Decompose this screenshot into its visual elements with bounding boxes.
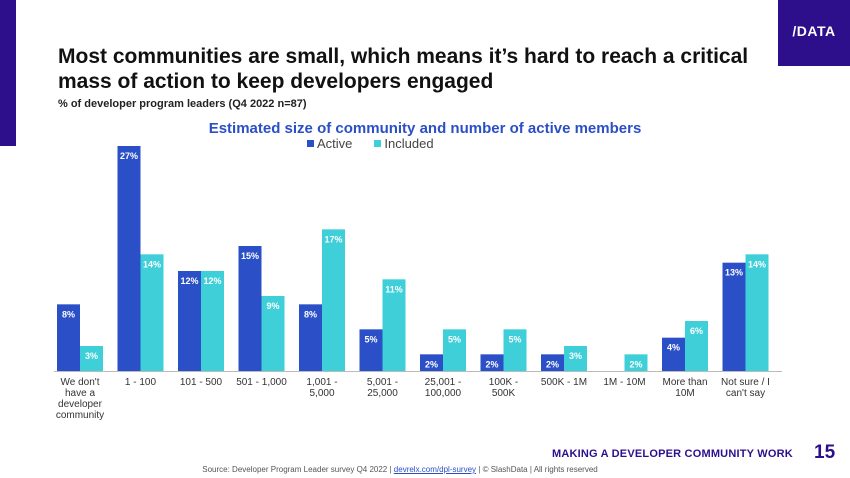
- bar-included-10: [685, 321, 708, 371]
- data-label-included-1: 14%: [143, 259, 161, 269]
- bar-active-11: [722, 262, 746, 371]
- footer-section-title: MAKING A DEVELOPER COMMUNITY WORK: [552, 448, 793, 460]
- data-label-included-7: 5%: [508, 334, 521, 344]
- category-label-1: 1 - 100: [125, 377, 157, 388]
- category-label-6: 100,000: [425, 388, 462, 399]
- data-label-included-3: 9%: [266, 301, 279, 311]
- data-label-included-9: 2%: [629, 359, 642, 369]
- bar-active-1: [117, 146, 141, 371]
- bar-included-11: [745, 254, 769, 371]
- left-accent-bar: [0, 0, 16, 146]
- data-label-included-2: 12%: [203, 276, 221, 286]
- category-label-10: More than: [662, 377, 707, 388]
- category-label-0: developer: [58, 399, 103, 410]
- legend-swatch-included: [374, 140, 382, 147]
- category-label-0: We don't: [61, 377, 100, 388]
- data-label-active-10: 4%: [667, 343, 680, 353]
- bar-active-7: [480, 354, 504, 371]
- bar-active-4: [299, 304, 322, 371]
- data-label-active-1: 27%: [120, 151, 138, 161]
- bar-included-6: [443, 329, 466, 371]
- data-label-active-3: 15%: [241, 251, 259, 261]
- bar-active-8: [541, 354, 564, 371]
- data-label-active-0: 8%: [62, 309, 75, 319]
- page-number: 15: [814, 442, 836, 463]
- bar-active-3: [238, 246, 262, 371]
- bar-included-5: [382, 279, 406, 371]
- bar-active-2: [178, 271, 201, 371]
- data-label-active-8: 2%: [546, 359, 559, 369]
- bar-included-2: [201, 271, 224, 371]
- chart-legend: Active Included: [307, 136, 434, 151]
- category-label-2: 101 - 500: [180, 377, 223, 388]
- legend-item-active: Active: [307, 136, 352, 151]
- source-rights: | © SlashData | All rights reserved: [478, 465, 598, 474]
- category-label-7: 500K: [492, 388, 516, 399]
- category-label-8: 500K - 1M: [541, 377, 587, 388]
- slashdata-logo: /DATA: [778, 0, 850, 66]
- page-title: Most communities are small, which means …: [58, 45, 749, 93]
- bar-included-0: [80, 346, 103, 371]
- page-subtitle: % of developer program leaders (Q4 2022 …: [58, 98, 307, 110]
- data-label-included-8: 3%: [569, 351, 582, 361]
- footer-source: Source: Developer Program Leader survey …: [0, 465, 800, 474]
- category-label-6: 25,001 -: [425, 377, 462, 388]
- category-label-4: 1,001 -: [306, 377, 337, 388]
- data-label-active-4: 8%: [304, 309, 317, 319]
- bar-included-3: [261, 296, 285, 371]
- legend-item-included: Included: [374, 136, 434, 151]
- category-label-3: 501 - 1,000: [236, 377, 287, 388]
- category-label-0: community: [56, 410, 104, 421]
- bar-included-1: [140, 254, 164, 371]
- category-label-10: 10M: [675, 388, 694, 399]
- data-label-included-10: 6%: [690, 326, 703, 336]
- data-label-active-11: 13%: [725, 268, 743, 278]
- bar-included-4: [322, 229, 345, 371]
- category-label-11: Not sure / I: [721, 377, 770, 388]
- category-label-9: 1M - 10M: [603, 377, 645, 388]
- category-label-4: 5,000: [309, 388, 334, 399]
- bar-included-8: [564, 346, 587, 371]
- data-label-active-6: 2%: [425, 359, 438, 369]
- bar-active-6: [420, 354, 443, 371]
- bar-included-9: [624, 354, 648, 371]
- bar-included-7: [503, 329, 527, 371]
- category-label-11: can't say: [726, 388, 765, 399]
- data-label-included-0: 3%: [85, 351, 98, 361]
- logo-text: /DATA: [792, 23, 836, 39]
- legend-swatch-active: [307, 140, 314, 147]
- chart-title: Estimated size of community and number o…: [208, 120, 642, 137]
- bar-active-5: [359, 329, 383, 371]
- bar-active-10: [662, 337, 685, 371]
- data-label-active-7: 2%: [485, 359, 498, 369]
- data-label-included-11: 14%: [748, 259, 766, 269]
- source-link[interactable]: devrelx.com/dpl-survey: [393, 465, 477, 474]
- data-label-included-5: 11%: [385, 284, 403, 294]
- data-label-active-5: 5%: [364, 334, 377, 344]
- legend-label-included: Included: [384, 136, 434, 151]
- bar-active-0: [57, 304, 80, 371]
- source-text: Source: Developer Program Leader survey …: [202, 465, 392, 474]
- category-label-5: 25,000: [367, 388, 398, 399]
- category-label-7: 100K -: [489, 377, 518, 388]
- data-label-active-2: 12%: [180, 276, 198, 286]
- category-label-0: have a: [65, 388, 95, 399]
- legend-label-active: Active: [317, 136, 353, 151]
- data-label-included-6: 5%: [448, 334, 461, 344]
- data-label-included-4: 17%: [324, 234, 342, 244]
- category-label-5: 5,001 -: [367, 377, 398, 388]
